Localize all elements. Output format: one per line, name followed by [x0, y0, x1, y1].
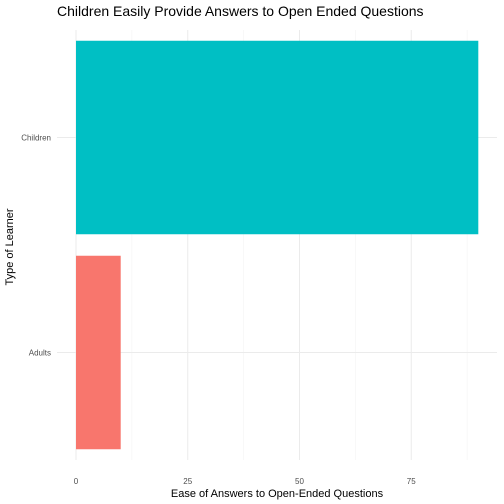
x-tick-label: 0 [74, 477, 79, 486]
bar-adults [76, 255, 121, 450]
x-tick-label: 50 [295, 477, 304, 486]
bar-children [76, 40, 479, 235]
x-axis-title: Ease of Answers to Open-Ended Questions [171, 488, 384, 500]
x-axis-ticks: 0 25 50 75 [74, 477, 416, 486]
x-tick-label: 25 [183, 477, 192, 486]
x-tick-label: 75 [407, 477, 416, 486]
bars [76, 40, 479, 450]
chart-title: Children Easily Provide Answers to Open … [57, 3, 424, 19]
y-tick-label: Children [21, 134, 51, 143]
y-tick-label: Adults [29, 349, 51, 358]
y-axis-ticks: Adults Children [21, 134, 51, 358]
y-axis-title: Type of Learner [4, 208, 16, 285]
